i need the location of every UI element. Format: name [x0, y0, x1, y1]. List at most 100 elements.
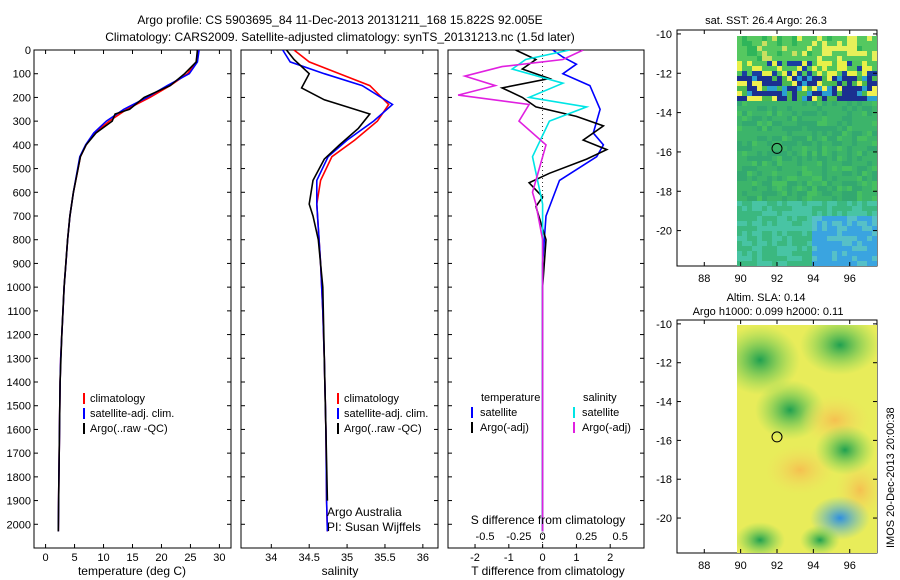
sst-cell [757, 241, 763, 247]
sst-cell [797, 176, 803, 182]
series-line-s-argo--adj- [457, 50, 584, 532]
sst-cell [787, 171, 793, 177]
sst-cell [777, 71, 783, 77]
sst-cell [822, 241, 828, 247]
sst-cell [782, 131, 788, 137]
sst-cell [802, 196, 808, 202]
sst-cell [872, 221, 877, 227]
sst-cell [762, 246, 768, 252]
sst-cell [747, 256, 753, 262]
sst-cell [827, 36, 833, 42]
sst-cell [777, 81, 783, 87]
temperature-axes-frame [33, 49, 232, 549]
temperature-panel: 0100200300400500600700800900100011001200… [7, 45, 232, 578]
sst-cell [817, 261, 823, 266]
sst-cell [782, 86, 788, 92]
sst-cell [847, 51, 853, 57]
sst-cell [837, 66, 843, 72]
sst-cell [852, 121, 858, 127]
sst-cell [857, 61, 863, 67]
sst-cell [737, 71, 743, 77]
sst-cell [852, 56, 858, 62]
sst-cell [832, 256, 838, 262]
sst-cell [812, 161, 818, 167]
sst-cell [822, 191, 828, 197]
sst-cell [842, 116, 848, 122]
sst-cell [847, 41, 853, 47]
sst-cell [807, 256, 813, 262]
sst-cell [747, 241, 753, 247]
sst-cell [867, 261, 873, 266]
sst-cell [817, 121, 823, 127]
sst-cell [827, 41, 833, 47]
sst-cell [862, 141, 868, 147]
sst-cell [837, 151, 843, 157]
sst-cell [762, 61, 768, 67]
sst-cell [797, 56, 803, 62]
sst-cell [797, 156, 803, 162]
sst-cell [787, 231, 793, 237]
sst-cell [762, 66, 768, 72]
sst-cell [772, 256, 778, 262]
sst-cell [772, 246, 778, 252]
sst-cell [862, 251, 868, 257]
sst-cell [767, 96, 773, 102]
sst-cell [817, 41, 823, 47]
sst-cell [837, 71, 843, 77]
sst-cell [782, 191, 788, 197]
sst-cell [767, 136, 773, 142]
sst-cell [807, 101, 813, 107]
sst-cell [867, 166, 873, 172]
sst-cell [777, 196, 783, 202]
y-tick-label: 1100 [7, 306, 31, 318]
sst-cell [812, 111, 818, 117]
sst-cell [757, 181, 763, 187]
sst-cell [742, 246, 748, 252]
sst-cell [782, 176, 788, 182]
sst-cell [787, 141, 793, 147]
y-tick-label: 800 [13, 235, 31, 247]
sst-cell [807, 106, 813, 112]
sst-cell [832, 246, 838, 252]
sst-cell [787, 131, 793, 137]
sst-cell [857, 131, 863, 137]
sst-cell [867, 181, 873, 187]
sst-cell [842, 216, 848, 222]
sst-cell [857, 161, 863, 167]
sst-cell [857, 226, 863, 232]
sst-cell [842, 231, 848, 237]
sst-cell [852, 146, 858, 152]
sst-cell [772, 111, 778, 117]
sst-cell [817, 66, 823, 72]
sst-cell [822, 236, 828, 242]
sst-cell [827, 156, 833, 162]
sst-cell [772, 221, 778, 227]
sst-cell [792, 131, 798, 137]
sst-cell [777, 111, 783, 117]
sst-cell [787, 236, 793, 242]
map-y-tick-label: -14 [656, 397, 672, 409]
sst-cell [822, 226, 828, 232]
sst-cell [857, 171, 863, 177]
sst-cell [852, 46, 858, 52]
sst-cell [842, 211, 848, 217]
sst-cell [847, 201, 853, 207]
sst-cell [872, 196, 877, 202]
sst-cell [862, 136, 868, 142]
sst-cell [852, 186, 858, 192]
sst-cell [822, 221, 828, 227]
sst-cell [757, 171, 763, 177]
sst-cell [812, 66, 818, 72]
sst-cell [802, 116, 808, 122]
sst-cell [757, 36, 763, 42]
sst-cell [857, 196, 863, 202]
sst-cell [832, 141, 838, 147]
sst-cell [762, 86, 768, 92]
sst-cell [757, 116, 763, 122]
sst-cell [837, 191, 843, 197]
salinity-xlabel: salinity [322, 564, 359, 578]
sst-cell [872, 161, 877, 167]
sst-cell [757, 81, 763, 87]
pi-label: PI: Susan Wijffels [327, 520, 421, 534]
sst-cell [787, 76, 793, 82]
